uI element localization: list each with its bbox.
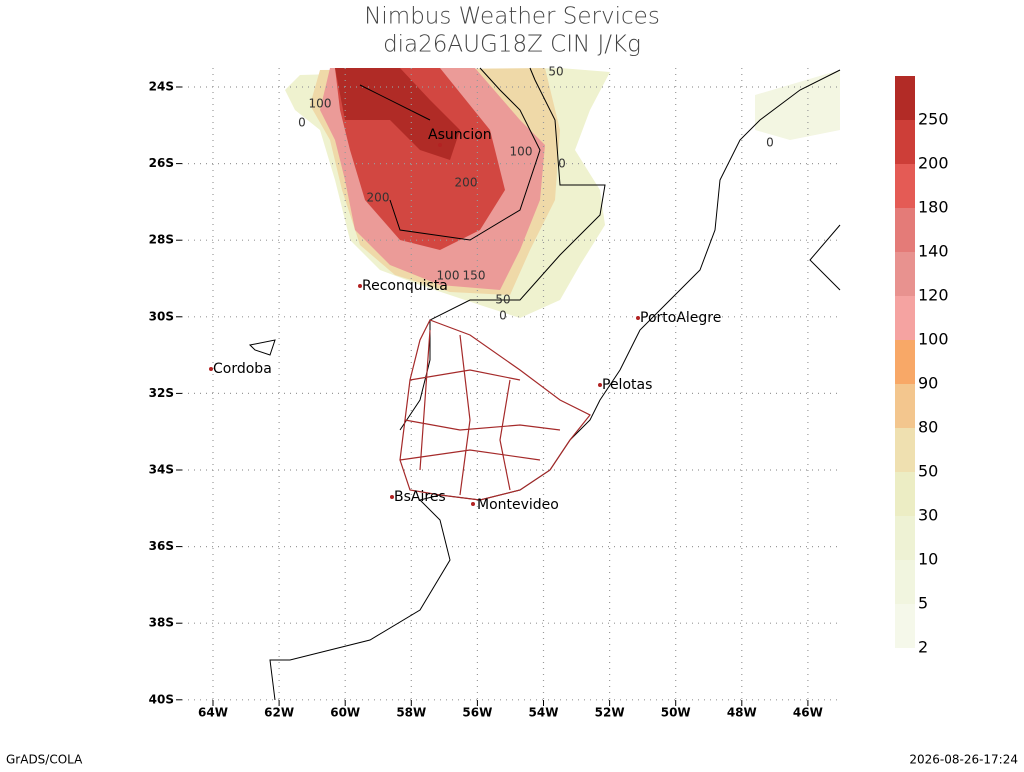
city-dot <box>390 495 394 499</box>
lon-label: 58W <box>396 706 426 720</box>
contour-label: 150 <box>463 269 486 283</box>
colorbar-label: 2 <box>918 638 928 657</box>
city-dot <box>358 284 362 288</box>
border <box>248 67 841 431</box>
field-max <box>335 68 460 160</box>
field-low <box>755 70 840 140</box>
uruguay-departments <box>399 319 591 501</box>
lon-label: 48W <box>727 706 757 720</box>
lat-label: 34S <box>149 463 174 477</box>
colorbar-box <box>895 296 915 340</box>
city-dot <box>598 383 602 387</box>
city-label: Cordoba <box>213 361 272 377</box>
contour-label: 100 <box>309 97 332 111</box>
colorbar-box <box>895 516 915 560</box>
contour-label: 0 <box>298 116 306 130</box>
colorbar-label: 120 <box>918 286 949 305</box>
lon-label: 50W <box>661 706 691 720</box>
colorbar-label: 10 <box>918 550 938 569</box>
lon-label: 62W <box>264 706 294 720</box>
lon-label: 54W <box>529 706 559 720</box>
lon-label: 52W <box>595 706 625 720</box>
city-dot <box>438 143 442 147</box>
city-label: Montevideo <box>477 497 559 513</box>
colorbar-label: 250 <box>918 110 949 129</box>
labels: 24S 26S 28S 30S 32S 34S 36S 38S 40S 64W 62W 60W 58W 5… <box>149 65 949 720</box>
lon-label: 46W <box>793 706 823 720</box>
colorbar-box <box>895 604 915 648</box>
colorbar-box <box>895 560 915 604</box>
city-label: BsAires <box>394 489 446 505</box>
colorbar-label: 30 <box>918 506 938 525</box>
colorbar-label: 140 <box>918 242 949 261</box>
grid <box>176 68 840 706</box>
city-dot <box>471 502 475 506</box>
lat-label: 24S <box>149 80 174 94</box>
colorbar-label: 80 <box>918 418 938 437</box>
lat-label: 30S <box>149 309 174 323</box>
colorbar-label: 100 <box>918 330 949 349</box>
colorbar-box <box>895 208 915 252</box>
lat-label: 28S <box>149 233 174 247</box>
colorbar-box <box>895 428 915 472</box>
colorbar-box <box>895 384 915 428</box>
field <box>285 68 840 318</box>
lat-label: 32S <box>149 386 174 400</box>
subtitle: dia26AUG18Z CIN J/Kg <box>383 32 641 58</box>
city-dot <box>636 316 640 320</box>
lon-label: 64W <box>198 706 228 720</box>
colorbar-label: 50 <box>918 462 938 481</box>
contour-label: 0 <box>499 309 507 323</box>
colorbar-box <box>895 76 915 120</box>
lat-label: 36S <box>149 539 174 553</box>
city-dot <box>209 367 213 371</box>
colorbar-label: 180 <box>918 198 949 217</box>
city-label: PortoAlegre <box>640 310 721 326</box>
colorbar-box <box>895 252 915 296</box>
lon-label: 56W <box>462 706 492 720</box>
lon-label: 60W <box>330 706 360 720</box>
contour-label: 100 <box>437 269 460 283</box>
city-label: Asuncion <box>428 127 492 143</box>
footer-left: GrADS/COLA <box>6 753 83 767</box>
contour-label: 50 <box>495 293 510 307</box>
contour-label: 50 <box>548 65 563 79</box>
contour-label: 0 <box>766 136 774 150</box>
lat-label: 38S <box>149 616 174 630</box>
contour-label: 200 <box>455 176 478 190</box>
colorbar-box <box>895 164 915 208</box>
title: Nimbus Weather Services <box>364 4 660 30</box>
city-label: Reconquista <box>362 278 448 294</box>
contour-label: 200 <box>367 191 390 205</box>
lat-label: 26S <box>149 156 174 170</box>
lat-label: 40S <box>149 692 174 706</box>
footer-right: 2026-08-26-17:24 <box>909 753 1018 767</box>
contour-label: 100 <box>510 145 533 159</box>
city-label: Pelotas <box>602 377 652 393</box>
colorbar-label: 200 <box>918 154 949 173</box>
colorbar-label: 5 <box>918 594 928 613</box>
colorbar-label: 90 <box>918 374 938 393</box>
colorbar-box <box>895 340 915 384</box>
colorbar-box <box>895 472 915 516</box>
colorbar-box <box>895 120 915 164</box>
contour-label: 0 <box>558 157 566 171</box>
